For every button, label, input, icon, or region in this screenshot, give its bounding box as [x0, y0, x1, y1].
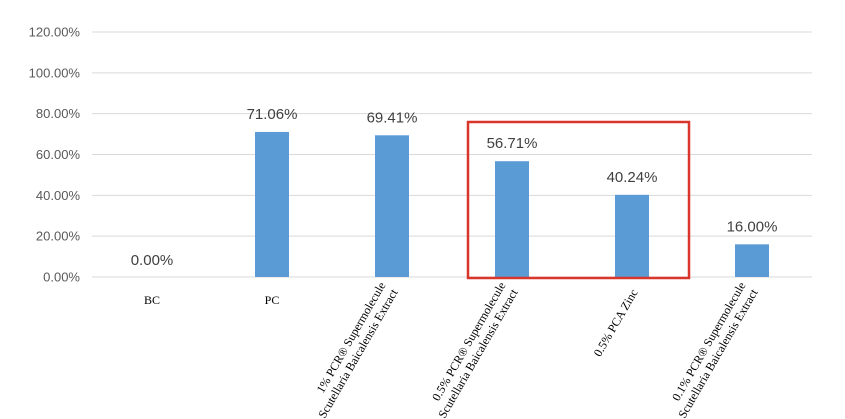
category-label-line: 0.5% PCR® Supermolecule [429, 280, 509, 404]
y-tick-label: 120.00% [29, 25, 81, 40]
category-label: BC [144, 293, 160, 307]
category-label-line: 0.5% PCA Zinc [591, 287, 641, 360]
bar [495, 161, 529, 277]
data-label: 69.41% [367, 109, 418, 126]
bar [255, 131, 289, 277]
bar [375, 135, 409, 277]
data-label: 0.00% [131, 252, 174, 269]
category-label-line: Scutellaria Baicalensis Extract [675, 286, 761, 419]
bars [255, 131, 769, 277]
highlight-box [466, 120, 691, 280]
bar [735, 244, 769, 277]
gridlines [92, 31, 812, 278]
category-label: PC [265, 293, 280, 307]
data-label: 71.06% [247, 106, 298, 123]
y-tick-label: 20.00% [36, 229, 81, 244]
y-tick-label: 60.00% [36, 147, 81, 162]
category-label-line: Scutellaria Baicalensis Extract [315, 286, 401, 419]
category-label-line: 0.1% PCR® Supermolecule [669, 280, 749, 404]
y-tick-label: 40.00% [36, 188, 81, 203]
category-label-line: Scutellaria Baicalensis Extract [435, 286, 521, 419]
y-axis-tick-labels: 0.00% 20.00% 40.00% 60.00% 80.00% 100.00% 120.… [29, 25, 81, 285]
data-label: 56.71% [487, 135, 538, 152]
category-label: 0.5% PCA Zinc [591, 287, 641, 360]
bar [615, 194, 649, 277]
y-tick-label: 100.00% [29, 65, 81, 80]
data-label: 40.24% [607, 169, 658, 186]
y-tick-label: 80.00% [36, 106, 81, 121]
y-tick-label: 0.00% [43, 270, 80, 285]
data-labels: 0.00% 71.06% 69.41% 56.71% 40.24% 16.00% [131, 106, 778, 269]
data-label: 16.00% [727, 218, 778, 235]
